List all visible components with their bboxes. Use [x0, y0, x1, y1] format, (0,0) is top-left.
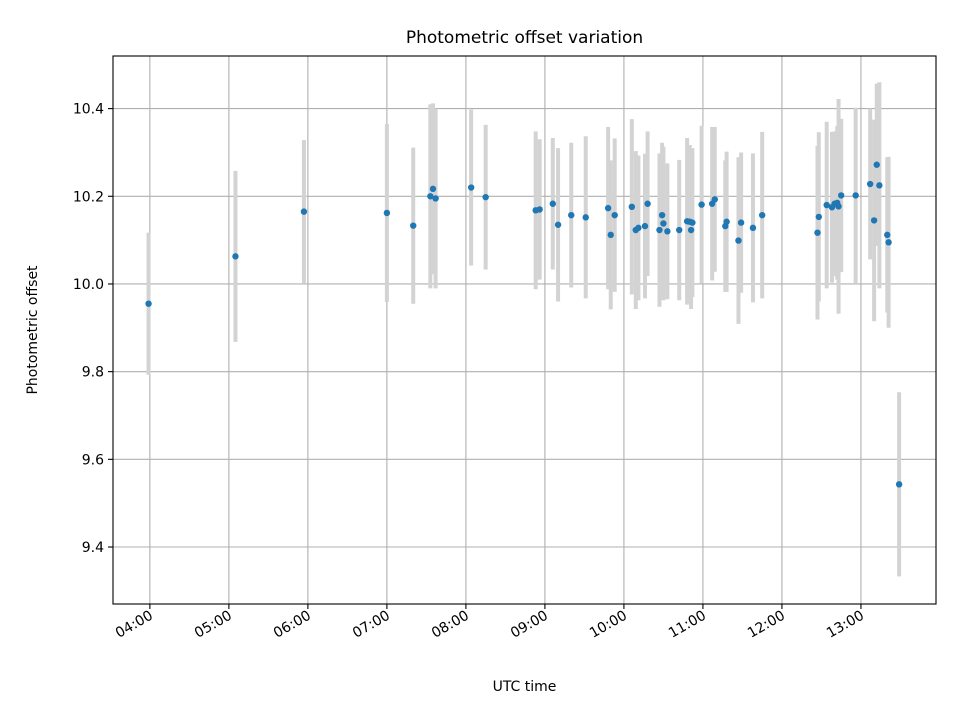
data-point [607, 231, 614, 239]
data-point [676, 226, 683, 234]
data-point [536, 206, 543, 213]
data-point [866, 180, 874, 188]
data-point [611, 211, 618, 219]
data-point [758, 211, 766, 219]
data-point [735, 237, 742, 244]
data-point [737, 219, 745, 226]
data-point [823, 201, 830, 209]
data-point [427, 193, 434, 200]
data-points [145, 161, 903, 488]
data-point [604, 204, 612, 212]
data-point [644, 200, 651, 207]
y-axis-label: Photometric offset [25, 265, 41, 395]
grid [113, 56, 936, 604]
data-point [482, 193, 489, 201]
y-axis: 9.4 9.6 9.8 10.0 10.2 10.4 [73, 102, 113, 556]
y-tick-label: 10.2 [73, 189, 104, 205]
data-point [814, 229, 821, 236]
data-point [232, 253, 239, 260]
chart-title: Photometric offset variation [406, 28, 643, 48]
data-point [873, 161, 880, 168]
data-point [876, 182, 883, 189]
data-point [664, 228, 671, 235]
data-point [582, 214, 589, 221]
plot-frame [112, 55, 937, 605]
data-point [628, 203, 636, 211]
y-tick-label: 10.0 [73, 277, 104, 293]
data-point [300, 208, 308, 215]
data-point [658, 211, 666, 219]
data-point [895, 481, 903, 488]
y-tick-label: 9.8 [82, 365, 104, 381]
data-point [852, 192, 859, 199]
x-axis-label: UTC time [493, 679, 557, 695]
data-point [635, 224, 642, 232]
data-point [837, 192, 845, 199]
data-point [815, 213, 823, 221]
data-point [660, 220, 667, 227]
data-point [870, 217, 878, 224]
data-point [723, 218, 730, 225]
data-point [749, 224, 757, 232]
data-point [568, 211, 575, 219]
data-point [656, 226, 663, 234]
data-point [432, 195, 439, 202]
data-point [711, 196, 718, 203]
y-tick-label: 10.4 [73, 102, 104, 118]
data-point [885, 239, 892, 246]
data-point [687, 226, 695, 234]
y-tick-label: 9.4 [82, 540, 104, 556]
data-point [689, 219, 696, 226]
data-point [383, 209, 391, 217]
data-point [698, 201, 705, 208]
data-point [835, 203, 842, 210]
data-point [554, 221, 562, 228]
data-point [467, 184, 475, 191]
plot-area [113, 56, 936, 604]
data-point [410, 222, 417, 229]
data-point [429, 185, 437, 193]
data-point [641, 222, 649, 230]
data-point [884, 231, 891, 239]
data-point [145, 300, 152, 307]
y-tick-label: 9.6 [82, 452, 104, 468]
data-point [549, 200, 557, 207]
